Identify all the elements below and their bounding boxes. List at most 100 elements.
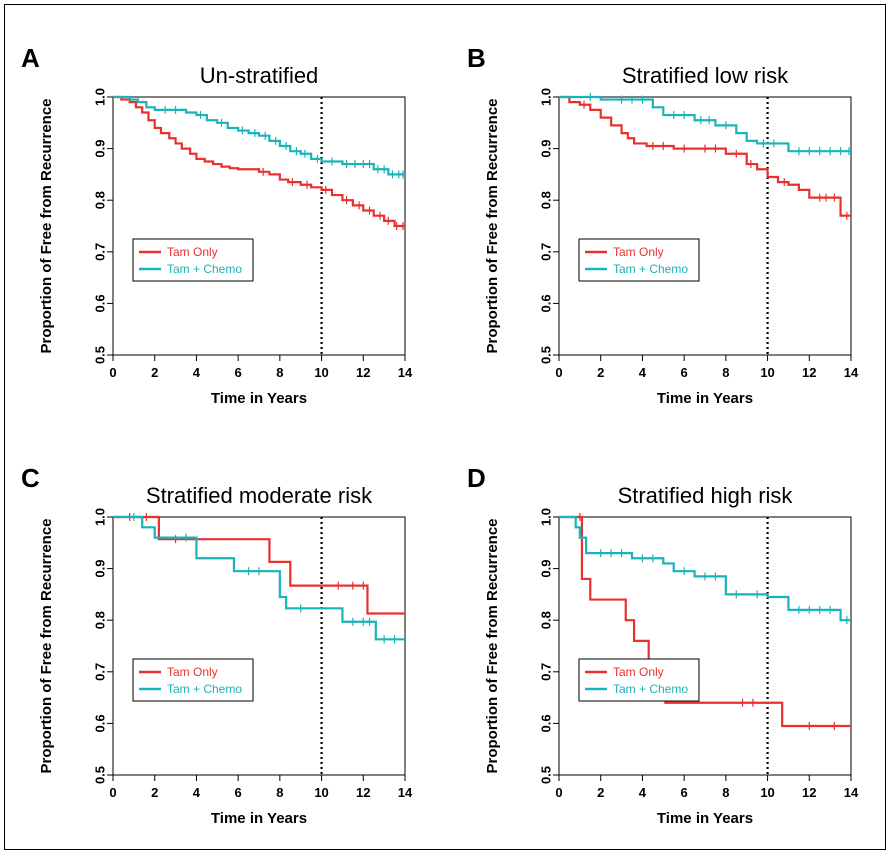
x-axis-label: Time in Years <box>211 390 307 407</box>
series-line-tam-chemo <box>559 515 851 622</box>
x-tick-label: 8 <box>276 785 283 800</box>
panel-title: Stratified high risk <box>618 483 794 508</box>
legend-label: Tam Only <box>613 245 664 259</box>
y-tick-label: 1.0 <box>538 508 553 526</box>
panel-a: A Un-stratified 0 2 4 6 8 10 12 14 0.5 0.6 0.7 0.8 0.9… <box>21 43 413 407</box>
x-tick-label: 10 <box>760 785 774 800</box>
x-tick-label: 0 <box>555 785 562 800</box>
x-tick-label: 6 <box>235 365 242 380</box>
y-tick-label: 1.0 <box>92 508 107 526</box>
x-tick-label: 4 <box>639 365 647 380</box>
y-tick-label: 0.9 <box>92 560 107 578</box>
x-tick-label: 4 <box>193 365 201 380</box>
legend-box <box>132 238 254 282</box>
x-tick-label: 12 <box>802 365 816 380</box>
legend-label: Tam + Chemo <box>167 682 242 696</box>
x-tick-label: 8 <box>722 365 729 380</box>
series-line-tam-only <box>113 515 405 615</box>
y-tick-label: 0.6 <box>538 294 553 312</box>
y-tick-label: 0.7 <box>538 243 553 261</box>
y-tick-label: 1.0 <box>92 88 107 106</box>
y-tick-label: 0.9 <box>92 140 107 158</box>
x-tick-label: 6 <box>235 785 242 800</box>
y-tick-label: 0.5 <box>92 766 107 784</box>
x-tick-label: 4 <box>639 785 647 800</box>
legend-label: Tam Only <box>167 245 218 259</box>
panel-b: B Stratified low risk 0 2 4 6 8 10 12 14 0.5 0.6 0.7… <box>467 43 859 407</box>
x-axis-label: Time in Years <box>657 390 753 407</box>
x-axis-label: Time in Years <box>657 810 753 827</box>
y-tick-label: 0.8 <box>92 611 107 629</box>
series-line-tam-only <box>113 95 405 228</box>
y-axis-label: Proportion of Free from Recurrence <box>484 518 501 773</box>
y-tick-label: 0.7 <box>538 663 553 681</box>
panel-letter: A <box>21 43 40 73</box>
plot-box <box>558 96 852 356</box>
series-line-tam-chemo <box>113 95 405 176</box>
x-tick-label: 4 <box>193 785 201 800</box>
x-tick-label: 2 <box>597 785 604 800</box>
legend-label: Tam + Chemo <box>613 262 688 276</box>
legend-box <box>132 658 254 702</box>
panel-title: Stratified low risk <box>622 63 789 88</box>
legend-label: Tam + Chemo <box>167 262 242 276</box>
legend-box <box>578 658 700 702</box>
x-tick-label: 0 <box>109 365 116 380</box>
figure-canvas: A Un-stratified 0 2 4 6 8 10 12 14 0.5 0.6 0.7 0.8 0.9… <box>21 43 859 827</box>
y-tick-label: 1.0 <box>538 88 553 106</box>
x-tick-label: 12 <box>802 785 816 800</box>
x-axis-label: Time in Years <box>211 810 307 827</box>
x-tick-label: 2 <box>151 785 158 800</box>
x-tick-label: 6 <box>681 785 688 800</box>
x-tick-label: 12 <box>356 365 370 380</box>
x-tick-label: 12 <box>356 785 370 800</box>
x-tick-label: 10 <box>314 785 328 800</box>
x-tick-label: 14 <box>844 785 859 800</box>
y-axis-label: Proportion of Free from Recurrence <box>38 518 55 773</box>
panel-title: Stratified moderate risk <box>146 483 373 508</box>
y-tick-label: 0.5 <box>92 346 107 364</box>
y-tick-label: 0.9 <box>538 560 553 578</box>
x-tick-label: 2 <box>151 365 158 380</box>
panel-letter: D <box>467 463 486 493</box>
series-line-tam-only <box>559 515 851 728</box>
legend-label: Tam Only <box>167 665 218 679</box>
y-tick-label: 0.5 <box>538 766 553 784</box>
x-tick-label: 14 <box>398 365 413 380</box>
x-tick-label: 2 <box>597 365 604 380</box>
plot-box <box>558 516 852 776</box>
x-tick-label: 14 <box>398 785 413 800</box>
y-tick-label: 0.5 <box>538 346 553 364</box>
x-tick-label: 6 <box>681 365 688 380</box>
series-line-tam-chemo <box>559 95 851 153</box>
x-tick-label: 10 <box>760 365 774 380</box>
panel-title: Un-stratified <box>200 63 319 88</box>
series-line-tam-chemo <box>113 515 405 641</box>
x-tick-label: 10 <box>314 365 328 380</box>
y-tick-label: 0.9 <box>538 140 553 158</box>
y-tick-label: 0.8 <box>538 191 553 209</box>
panel-c: C Stratified moderate risk 0 2 4 6 8 10 12 14 0.5 0… <box>21 463 413 827</box>
panel-d: D Stratified high risk 0 2 4 6 8 10 12 14 0.5 0.6 0.… <box>467 463 859 827</box>
figure-frame: A Un-stratified 0 2 4 6 8 10 12 14 0.5 0.6 0.7 0.8 0.9… <box>4 4 886 850</box>
plot-box <box>112 516 406 776</box>
y-axis-label: Proportion of Free from Recurrence <box>38 98 55 353</box>
y-tick-label: 0.6 <box>92 714 107 732</box>
y-tick-label: 0.8 <box>538 611 553 629</box>
y-tick-label: 0.6 <box>538 714 553 732</box>
legend-label: Tam + Chemo <box>613 682 688 696</box>
x-tick-label: 14 <box>844 365 859 380</box>
y-tick-label: 0.7 <box>92 663 107 681</box>
y-tick-label: 0.8 <box>92 191 107 209</box>
panel-letter: C <box>21 463 40 493</box>
y-axis-label: Proportion of Free from Recurrence <box>484 98 501 353</box>
series-line-tam-only <box>559 95 851 217</box>
x-tick-label: 0 <box>109 785 116 800</box>
x-tick-label: 0 <box>555 365 562 380</box>
panel-letter: B <box>467 43 486 73</box>
y-tick-label: 0.6 <box>92 294 107 312</box>
y-tick-label: 0.7 <box>92 243 107 261</box>
x-tick-label: 8 <box>722 785 729 800</box>
x-tick-label: 8 <box>276 365 283 380</box>
legend-label: Tam Only <box>613 665 664 679</box>
